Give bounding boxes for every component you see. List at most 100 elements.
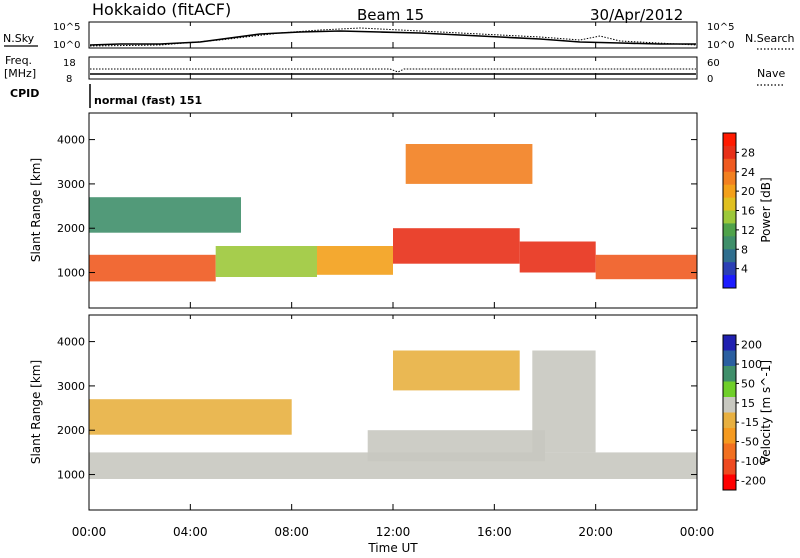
date-title: 30/Apr/2012 [590,6,683,24]
power-colorbar-label: Power [dB] [759,177,773,242]
velocity-y-label: Slant Range [km] [29,360,43,464]
velocity-region-1 [367,430,545,462]
time-axis: 00:00 04:00 08:00 12:00 16:00 20:00 00:00 [72,22,715,539]
velocity-y-tick-label: 2000 [57,424,85,437]
power-region-3 [393,228,520,264]
velocity-colorbar-frame [722,334,737,491]
velocity-colorbar-swatch [723,428,736,444]
velocity-colorbar-tick-label: 15 [741,397,755,410]
power-colorbar-swatch [723,145,736,160]
velocity-heatmap [89,350,697,479]
velocity-colorbar-tick-label: -100 [741,455,766,468]
velocity-colorbar-swatch [723,459,736,475]
count-tick-top-left: 10^5 [53,22,80,33]
power-heatmap [89,144,697,282]
power-y-tick-label: 3000 [57,178,85,191]
freq-label-line2: [MHz] [4,67,36,80]
power-colorbar-swatch [723,210,736,224]
velocity-colorbar-tick-label: -15 [741,416,759,429]
velocity-colorbar-swatch [723,366,736,382]
count-panel: N.Sky 10^5 10^0 10^5 10^0 N.Search [3,21,795,51]
power-colorbar-tick-label: 20 [741,185,755,198]
velocity-colorbar-swatch [723,350,736,367]
power-y-tick-label: 1000 [57,267,85,280]
time-tick-label: 00:00 [72,525,107,539]
velocity-region-3 [532,350,596,453]
freq-tick-bottom: 8 [66,74,72,85]
power-colorbar-swatch [723,184,736,199]
power-region-6 [405,144,533,184]
power-y-tick-label: 2000 [57,222,85,235]
power-colorbar-tick-label: 28 [741,146,755,159]
nave-tick-bottom: 0 [707,74,713,85]
power-region-7 [89,197,241,233]
power-colorbar-swatch [723,262,736,276]
nsearch-trace [89,27,697,47]
velocity-region-2 [89,399,292,435]
power-y-label: Slant Range [km] [29,158,43,262]
time-tick-label: 08:00 [274,525,309,539]
nsearch-label: N.Search [745,32,795,45]
time-tick-label: 00:00 [680,525,715,539]
velocity-panel: 1000 2000 3000 4000 Slant Range [km] 200 100… [29,314,773,511]
nsky-label: N.Sky [3,32,35,45]
count-tick-bottom-left: 10^0 [53,40,80,51]
velocity-colorbar-swatch [723,381,736,398]
power-colorbar-tick-label: 16 [741,205,755,218]
velocity-colorbar-swatch [723,474,736,491]
freq-label-line1: Freq. [5,54,32,67]
time-axis-label: Time UT [367,541,418,554]
velocity-y-tick-label: 4000 [57,336,85,349]
power-region-0 [89,254,216,282]
count-tick-top-right: 10^5 [707,22,734,33]
beam-title: Beam 15 [357,6,424,24]
power-panel: 1000 2000 3000 4000 Slant Range [km] 4 8 12 16… [29,112,773,309]
power-colorbar-swatch [723,275,736,289]
time-tick-label: 20:00 [578,525,613,539]
nave-trace [90,68,696,73]
power-colorbar: 4 8 12 16 20 24 28 [722,132,755,289]
velocity-y-axis: 1000 2000 3000 4000 [57,336,697,482]
velocity-colorbar-tick-label: -50 [741,436,759,449]
power-y-axis: 1000 2000 3000 4000 [57,134,697,280]
velocity-colorbar-swatch [723,335,736,351]
cpid-label: CPID [10,87,39,100]
velocity-region-4 [393,350,520,391]
velocity-y-tick-label: 1000 [57,469,85,482]
freq-tick-top: 18 [63,58,76,69]
power-colorbar-tick-label: 4 [741,263,748,276]
velocity-colorbar-tick-label: -200 [741,474,766,487]
power-colorbar-swatch [723,197,736,211]
power-colorbar-tick-label: 24 [741,166,755,179]
power-region-4 [519,241,596,273]
time-tick-label: 04:00 [173,525,208,539]
cpid-value: normal (fast) 151 [94,94,202,107]
power-region-1 [215,246,317,277]
power-colorbar-swatch [723,236,736,250]
cpid-row: CPID normal (fast) 151 [10,84,202,108]
velocity-colorbar-tick-label: 50 [741,377,755,390]
velocity-colorbar-tick-label: 200 [741,339,762,352]
power-colorbar-swatch [723,223,736,237]
power-colorbar-swatch [723,158,736,173]
freq-panel: Freq. [MHz] 18 8 60 0 Nave [4,54,785,86]
velocity-colorbar-label: Velocity [m s^-1] [759,360,773,464]
time-tick-label: 16:00 [477,525,512,539]
velocity-colorbar: 200 100 50 15 -15 -50 -100 -200 [722,334,766,491]
count-tick-bottom-right: 10^0 [707,40,734,51]
station-title: Hokkaido (fitACF) [92,0,231,19]
power-colorbar-swatch [723,171,736,186]
velocity-colorbar-tick-label: 100 [741,358,762,371]
velocity-y-tick-label: 3000 [57,380,85,393]
time-tick-label: 12:00 [376,525,411,539]
velocity-colorbar-swatch [723,443,736,460]
nave-tick-top: 60 [707,58,720,69]
velocity-colorbar-swatch [723,412,736,429]
power-colorbar-swatch [723,133,736,147]
power-region-2 [317,246,393,275]
power-colorbar-tick-label: 8 [741,243,748,256]
power-region-5 [595,254,697,280]
power-y-tick-label: 4000 [57,134,85,147]
